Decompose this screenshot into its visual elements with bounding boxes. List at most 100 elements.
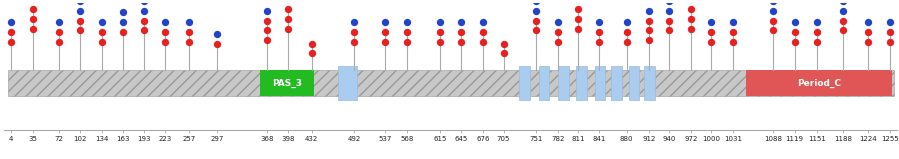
Point — [280, 27, 295, 30]
Point — [766, 9, 780, 12]
Bar — [558, 66, 569, 100]
Point — [433, 31, 448, 33]
Point — [95, 31, 110, 33]
Point — [529, 9, 543, 12]
Point — [788, 21, 802, 24]
Point — [260, 29, 274, 32]
Point — [684, 27, 699, 30]
Bar — [746, 70, 893, 96]
Point — [788, 31, 802, 33]
Bar — [260, 70, 314, 96]
Point — [157, 31, 172, 33]
Point — [810, 31, 824, 33]
Point — [766, 29, 780, 32]
Point — [433, 21, 448, 24]
Point — [684, 8, 699, 10]
Bar — [8, 70, 894, 96]
Point — [662, 0, 676, 2]
Point — [619, 21, 634, 24]
Point — [766, 19, 780, 22]
Point — [73, 29, 87, 32]
Point — [662, 29, 676, 32]
Point — [4, 31, 18, 33]
Point — [642, 39, 656, 41]
Point — [280, 8, 295, 10]
Point — [73, 19, 87, 22]
Point — [725, 41, 740, 43]
Point — [571, 27, 585, 30]
Point — [305, 42, 319, 45]
Bar — [645, 66, 654, 100]
Point — [347, 41, 361, 43]
Point — [704, 31, 718, 33]
Point — [4, 41, 18, 43]
Point — [704, 41, 718, 43]
Bar — [576, 66, 586, 100]
Point — [810, 21, 824, 24]
Point — [400, 31, 414, 33]
Point — [433, 41, 448, 43]
Point — [280, 17, 295, 20]
Text: PAS_3: PAS_3 — [271, 78, 302, 88]
Point — [25, 27, 40, 30]
Point — [592, 41, 606, 43]
Point — [725, 31, 740, 33]
Point — [115, 31, 129, 33]
Point — [766, 0, 780, 2]
Point — [662, 9, 676, 12]
Point — [861, 21, 876, 24]
Point — [182, 21, 196, 24]
Point — [182, 41, 196, 43]
Point — [704, 21, 718, 24]
Point — [496, 42, 511, 45]
Point — [684, 17, 699, 20]
Bar — [595, 66, 606, 100]
Point — [137, 29, 151, 32]
Point — [550, 41, 565, 43]
Point — [51, 21, 66, 24]
Point — [260, 39, 274, 41]
Point — [861, 41, 876, 43]
Point — [883, 31, 897, 33]
Point — [260, 9, 274, 12]
Text: Period_C: Period_C — [797, 78, 841, 88]
Point — [836, 0, 850, 2]
Point — [883, 21, 897, 24]
Point — [496, 52, 511, 55]
Point — [619, 31, 634, 33]
Point — [51, 31, 66, 33]
Point — [378, 21, 393, 24]
Point — [73, 0, 87, 2]
Point — [725, 21, 740, 24]
Point — [642, 19, 656, 22]
Point — [209, 42, 224, 45]
Point — [378, 41, 393, 43]
Point — [95, 21, 110, 24]
Point — [529, 0, 543, 2]
Point — [836, 9, 850, 12]
Point — [642, 9, 656, 12]
Point — [347, 31, 361, 33]
Point — [25, 8, 40, 10]
Bar — [539, 66, 549, 100]
Point — [115, 21, 129, 24]
Point — [550, 31, 565, 33]
Bar — [628, 66, 639, 100]
Point — [592, 31, 606, 33]
Point — [662, 19, 676, 22]
Point — [476, 41, 490, 43]
Bar — [611, 66, 621, 100]
Point — [73, 9, 87, 12]
Point — [810, 41, 824, 43]
Point — [454, 21, 468, 24]
Point — [529, 19, 543, 22]
Point — [260, 19, 274, 22]
Bar — [519, 66, 530, 100]
Point — [347, 21, 361, 24]
Point — [95, 41, 110, 43]
Point — [571, 8, 585, 10]
Point — [836, 29, 850, 32]
Point — [4, 21, 18, 24]
Point — [137, 19, 151, 22]
Point — [51, 41, 66, 43]
